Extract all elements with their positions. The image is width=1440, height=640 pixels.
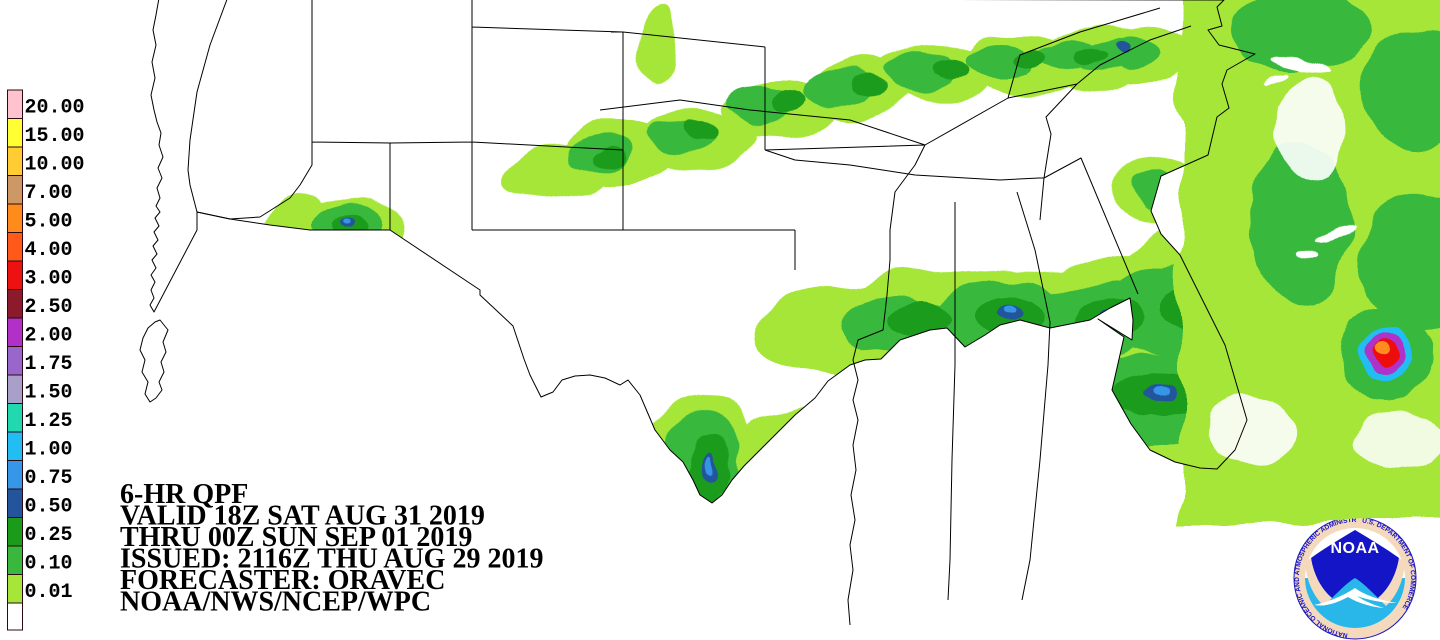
svg-text:1.50: 1.50 bbox=[25, 382, 73, 405]
svg-text:7.00: 7.00 bbox=[25, 182, 73, 205]
svg-text:0.01: 0.01 bbox=[25, 581, 73, 604]
svg-text:5.00: 5.00 bbox=[25, 211, 73, 234]
svg-text:0.75: 0.75 bbox=[25, 467, 73, 490]
svg-text:NOAA/NWS/NCEP/WPC: NOAA/NWS/NCEP/WPC bbox=[120, 587, 431, 618]
svg-text:2.50: 2.50 bbox=[25, 296, 73, 319]
svg-text:3.00: 3.00 bbox=[25, 268, 73, 291]
svg-text:10.00: 10.00 bbox=[25, 154, 85, 177]
svg-text:1.75: 1.75 bbox=[25, 353, 73, 376]
svg-text:20.00: 20.00 bbox=[25, 97, 85, 120]
svg-text:1.00: 1.00 bbox=[25, 439, 73, 462]
svg-text:0.50: 0.50 bbox=[25, 496, 73, 519]
svg-text:0.25: 0.25 bbox=[25, 524, 73, 547]
svg-text:0.10: 0.10 bbox=[25, 553, 73, 576]
svg-text:15.00: 15.00 bbox=[25, 125, 85, 148]
svg-text:4.00: 4.00 bbox=[25, 239, 73, 262]
svg-text:2.00: 2.00 bbox=[25, 325, 73, 348]
svg-text:NOAA: NOAA bbox=[1330, 540, 1379, 557]
svg-text:1.25: 1.25 bbox=[25, 410, 73, 433]
